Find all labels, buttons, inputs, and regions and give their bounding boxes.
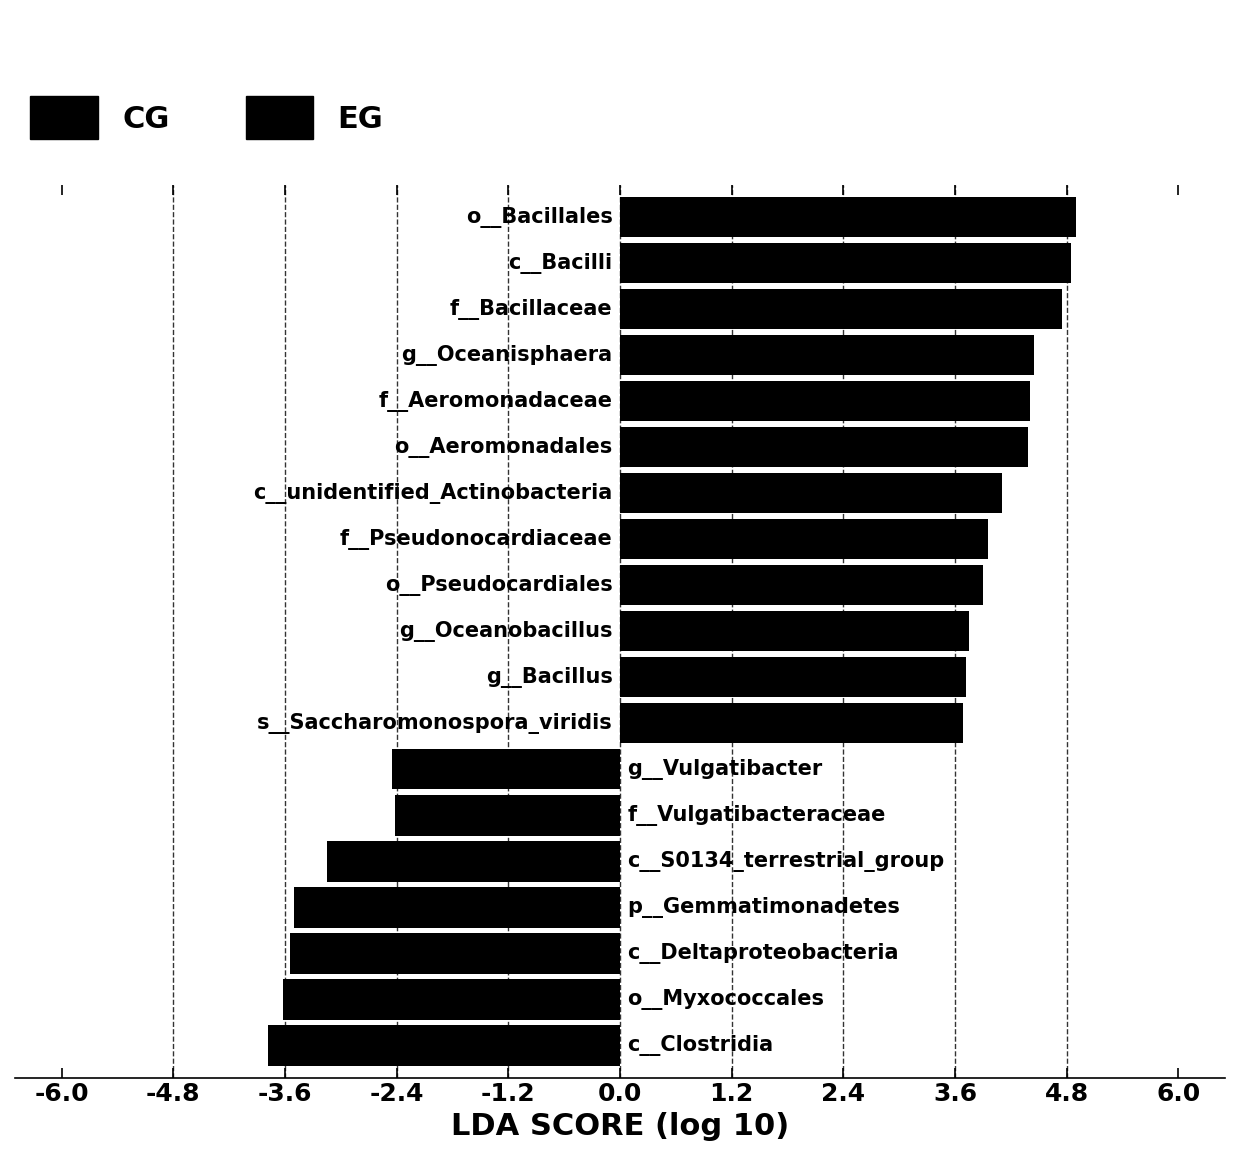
- Bar: [620, 197, 1076, 237]
- Text: g__Vulgatibacter: g__Vulgatibacter: [627, 758, 822, 780]
- Bar: [620, 565, 983, 606]
- Bar: [620, 427, 1028, 467]
- X-axis label: LDA SCORE (log 10): LDA SCORE (log 10): [451, 1112, 789, 1141]
- Text: p__Gemmatimonadetes: p__Gemmatimonadetes: [627, 897, 900, 918]
- Text: f__Bacillaceae: f__Bacillaceae: [450, 298, 613, 319]
- Text: f__Aeromonadaceae: f__Aeromonadaceae: [378, 391, 613, 412]
- Text: g__Oceanobacillus: g__Oceanobacillus: [399, 621, 613, 642]
- Bar: [392, 749, 620, 790]
- Bar: [620, 335, 1034, 376]
- Text: c__Deltaproteobacteria: c__Deltaproteobacteria: [627, 943, 899, 964]
- Text: g__Bacillus: g__Bacillus: [486, 667, 613, 688]
- Bar: [620, 243, 1071, 283]
- Bar: [620, 519, 987, 560]
- Bar: [394, 795, 620, 836]
- Text: o__Bacillales: o__Bacillales: [466, 207, 613, 228]
- Text: s__Saccharomonospora_viridis: s__Saccharomonospora_viridis: [257, 713, 613, 734]
- Text: g__Oceanisphaera: g__Oceanisphaera: [402, 344, 613, 365]
- Bar: [283, 979, 620, 1020]
- Bar: [620, 657, 966, 697]
- Bar: [620, 380, 1029, 421]
- Text: c__Bacilli: c__Bacilli: [508, 252, 613, 274]
- Text: c__S0134_terrestrial_group: c__S0134_terrestrial_group: [627, 851, 945, 872]
- Bar: [620, 473, 1002, 513]
- Bar: [294, 887, 620, 927]
- Bar: [290, 933, 620, 973]
- Text: o__Pseudocardiales: o__Pseudocardiales: [384, 575, 613, 595]
- Bar: [268, 1025, 620, 1066]
- Bar: [327, 842, 620, 882]
- Bar: [620, 610, 968, 652]
- Text: f__Vulgatibacteraceae: f__Vulgatibacteraceae: [627, 805, 885, 825]
- Legend: CG, EG: CG, EG: [19, 84, 396, 151]
- Text: c__unidentified_Actinobacteria: c__unidentified_Actinobacteria: [253, 483, 613, 504]
- Text: f__Pseudonocardiaceae: f__Pseudonocardiaceae: [340, 528, 613, 549]
- Text: c__Clostridia: c__Clostridia: [627, 1035, 774, 1055]
- Text: o__Aeromonadales: o__Aeromonadales: [394, 437, 613, 458]
- Bar: [620, 703, 962, 743]
- Text: o__Myxococcales: o__Myxococcales: [627, 988, 825, 1010]
- Bar: [620, 289, 1063, 329]
